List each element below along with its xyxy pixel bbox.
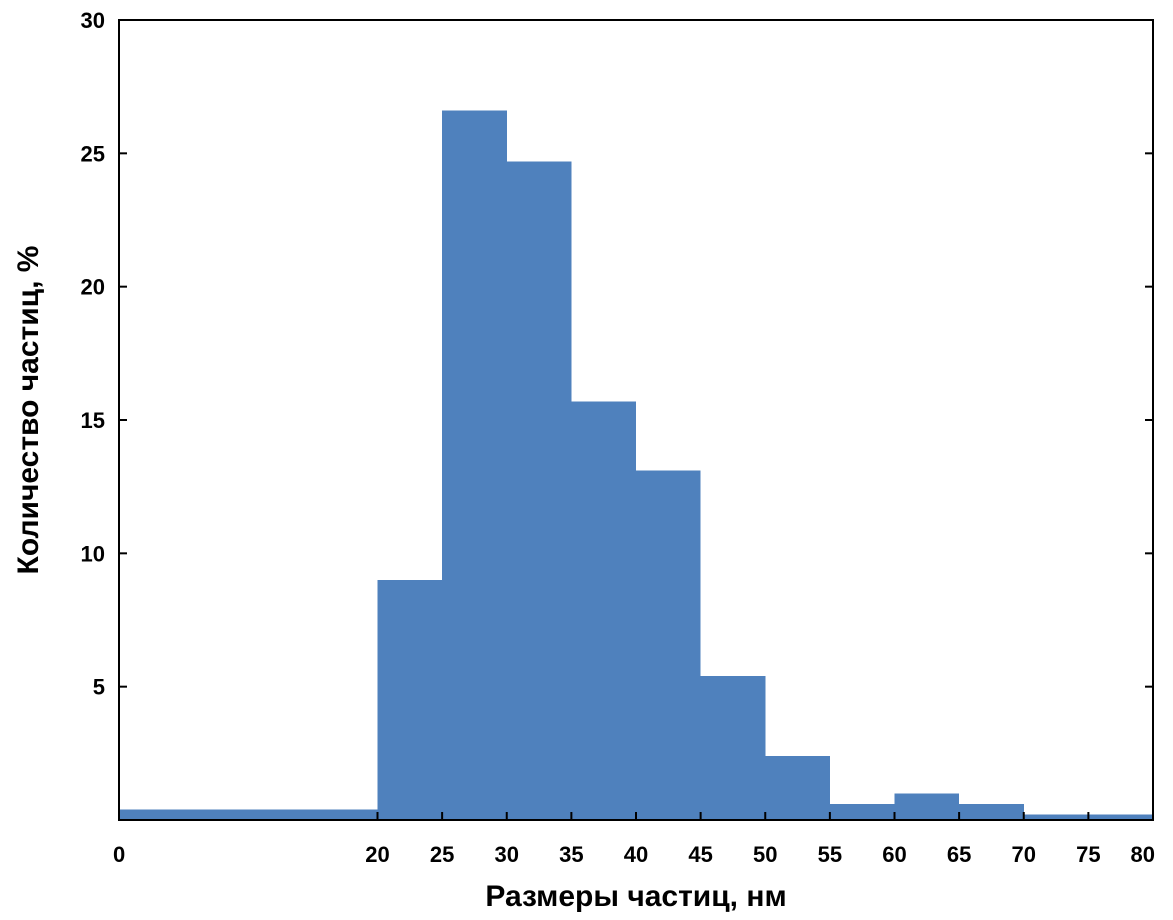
histogram-bar-5: [636, 470, 701, 820]
x-tick-label: 35: [559, 842, 583, 867]
histogram-bar-4: [571, 401, 636, 820]
x-tick-label: 30: [495, 842, 519, 867]
y-tick-label: 5: [93, 675, 105, 700]
x-tick-label: 25: [430, 842, 454, 867]
y-tick-label: 10: [81, 541, 105, 566]
histogram-bar-10: [959, 804, 1024, 820]
histogram-bar-8: [829, 804, 895, 820]
x-tick-label: 50: [753, 842, 777, 867]
bars-group: [119, 110, 1153, 821]
x-tick-label: 80: [1131, 842, 1155, 867]
y-axis-title: Количество частиц, %: [12, 246, 45, 575]
y-tick-label: 20: [81, 275, 105, 300]
ticks-group: [118, 19, 1154, 821]
histogram-bar-6: [700, 676, 766, 820]
histogram-bar-11: [1023, 814, 1089, 820]
y-tick-label: 15: [81, 408, 105, 433]
histogram-bar-1: [377, 580, 443, 820]
x-tick-label: 20: [365, 842, 389, 867]
x-axis-title: Размеры частиц, нм: [485, 880, 786, 913]
histogram-bar-2: [442, 110, 507, 820]
x-tick-label: 55: [818, 842, 842, 867]
x-tick-label: 70: [1012, 842, 1036, 867]
y-tick-label: 25: [81, 141, 105, 166]
histogram-bar-7: [765, 756, 830, 820]
histogram-bar-9: [894, 793, 960, 820]
x-tick-label: 40: [624, 842, 648, 867]
y-tick-label: 30: [81, 8, 105, 33]
x-tick-label: 65: [947, 842, 971, 867]
tick-labels-group: 5 10 15 20 25 30 0 20 25 30 35 40 45 50 55 60 65 70 75 80: [81, 8, 1155, 867]
x-tick-label: 0: [113, 842, 125, 867]
x-tick-label: 45: [688, 842, 712, 867]
histogram-bar-0: [119, 809, 378, 820]
histogram-bar-12: [1088, 814, 1153, 820]
x-tick-label: 75: [1076, 842, 1100, 867]
histogram-bar-3: [506, 161, 572, 821]
x-tick-label: 60: [882, 842, 906, 867]
